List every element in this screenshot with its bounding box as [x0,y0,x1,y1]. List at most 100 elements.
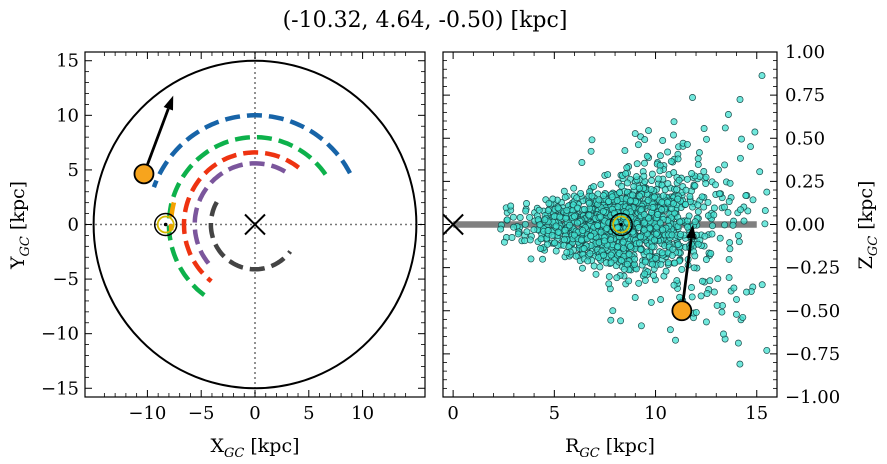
data-point [579,264,586,272]
data-point [662,267,670,275]
data-point [671,259,679,267]
x-tick-label: −10 [128,403,166,424]
data-point [700,203,708,211]
data-point [544,207,552,215]
data-point [641,159,648,167]
data-point [652,254,660,262]
data-point [736,154,744,162]
data-point [640,172,648,180]
data-point [633,160,641,168]
data-point [654,175,662,183]
data-point [548,231,556,239]
data-point [605,280,613,288]
data-point [600,251,608,259]
data-point [588,192,596,200]
data-point [645,252,653,260]
y-tick-label: −0.75 [785,344,840,365]
right-ylabel: ZGC [kpc] [855,181,881,270]
data-point [664,198,671,206]
data-point [661,186,669,194]
data-point [500,238,508,246]
left-panel: −10 −5 0 5 10 −15 −10 −5 0 5 10 15 XGC [kpc] YGC [k… [7,51,426,461]
data-point [578,159,586,166]
data-point [537,235,545,243]
data-point [585,211,593,219]
data-point [710,211,718,219]
data-point [664,148,672,156]
data-point [522,207,530,215]
data-point [605,197,613,205]
data-point [674,241,682,249]
data-point [709,222,716,230]
data-point [530,226,538,234]
data-point [594,221,601,229]
data-point [692,308,700,316]
data-point [536,221,544,229]
x-tick-label: 10 [351,403,374,424]
data-point [577,236,585,244]
data-point [725,198,733,205]
data-point [561,226,569,234]
x-tick-label: −5 [188,403,215,424]
data-point [734,232,742,240]
data-point [710,204,718,212]
data-point [654,211,662,218]
data-point [637,206,645,214]
right-xlabel: RGC [kpc] [565,435,655,461]
data-point [623,164,631,172]
data-point [613,274,621,282]
data-point [588,136,596,144]
proper-motion-arrow-head [163,95,174,111]
data-point [763,346,771,354]
data-point [597,180,605,188]
data-point [643,152,651,160]
data-point [648,177,656,184]
data-point [691,182,699,190]
data-point [570,231,578,239]
data-point [670,118,678,126]
data-point [740,217,748,225]
data-point [620,244,628,252]
data-point [688,170,696,177]
data-point [607,251,615,259]
sun-marker [153,212,178,237]
data-point [735,238,743,246]
data-point [763,188,771,196]
data-point [667,157,675,165]
data-point [673,185,681,193]
data-point [670,281,678,289]
data-point [698,193,706,201]
data-point [526,213,533,221]
data-point [541,216,549,224]
data-point [551,239,559,247]
data-point [674,195,682,203]
data-point [527,255,535,263]
data-point [659,192,667,200]
data-point [700,125,708,132]
y-tick-label: 0.50 [785,128,825,149]
data-point [523,200,530,207]
data-point [656,167,664,175]
data-point [761,220,769,228]
data-point [733,295,740,303]
data-point [624,179,631,187]
data-point [645,127,652,135]
data-point [703,290,711,297]
data-point [736,360,744,368]
data-point [721,221,729,229]
proper-motion-arrow [142,108,170,175]
data-point [640,219,648,227]
y-tick-label: −10 [41,324,79,345]
data-point [656,219,664,227]
y-tick-label: 0 [68,215,79,236]
left-plot-content [85,52,425,397]
data-point [635,224,643,231]
data-point [597,228,605,236]
data-point [656,152,664,160]
data-point [590,183,598,191]
data-point [641,276,649,284]
data-point [556,213,564,221]
data-point [562,214,570,222]
data-point [605,273,613,281]
data-point [586,250,594,258]
